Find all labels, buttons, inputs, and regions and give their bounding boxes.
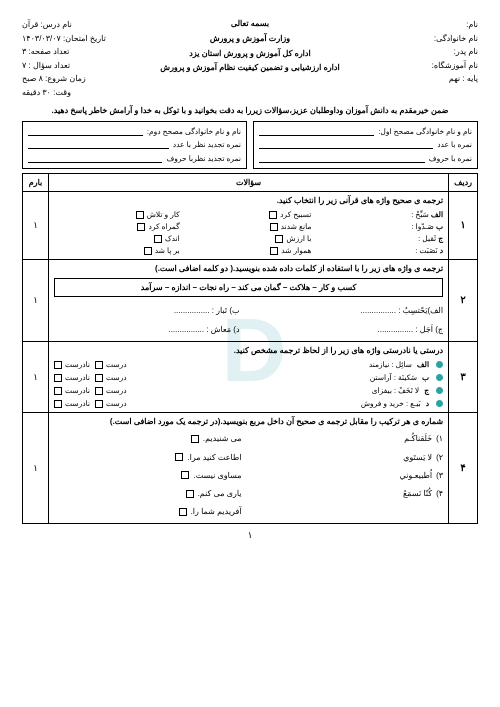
g1-word: نمره با حروف: [429, 152, 472, 166]
q1-b-word: ب صَـدّوا :: [412, 222, 444, 231]
checkbox[interactable]: [270, 223, 278, 231]
g2-name-blank: [28, 127, 143, 136]
checkbox[interactable]: [54, 387, 62, 395]
intro-text: ضمن خیرمقدم به دانش آموزان وداوطلبان عزی…: [22, 106, 478, 115]
checkbox[interactable]: [154, 235, 162, 243]
g2-num: نمره تجدید نظر با عدد: [173, 138, 241, 152]
q4-cell: شماره ی هر ترکیب را مقابل ترجمه ی صحیح آ…: [49, 413, 449, 524]
answer-box[interactable]: [181, 471, 189, 479]
bismillah: بسمه تعالی: [152, 18, 348, 31]
q3-score: ۱: [23, 342, 49, 413]
checkbox[interactable]: [275, 235, 283, 243]
q3-num: ۳: [449, 342, 478, 413]
q1-d-word: د نَصَبَت :: [415, 246, 443, 255]
g1-num: نمره با عدد: [437, 138, 472, 152]
school-label: نام آموزشگاه:: [348, 59, 478, 73]
checkbox[interactable]: [137, 223, 145, 231]
q1-cell: ترجمه ی صحیح واژه های قرآنی زیر را انتخا…: [49, 192, 449, 260]
lastname-label: نام خانوادگی:: [348, 32, 478, 46]
q2-items: الف)يَحْتسِبُ : ب) تَبار : ج) اَجَل : د)…: [54, 303, 443, 337]
q2-wordbox: کسب و کار – هلاکت – گمان می کند – راه نج…: [54, 278, 443, 297]
q2-score: ۱: [23, 260, 49, 342]
answer-box[interactable]: [191, 435, 199, 443]
g1-name-blank: [259, 127, 374, 136]
checkbox[interactable]: [269, 211, 277, 219]
g1-num-blank: [259, 140, 433, 149]
q4-grid: ۱)خَلَقناکُـم می شنیدیم. ۲)لا يَستَوي اط…: [54, 431, 443, 519]
grader1-box: نام و نام خانوادگی مصحح اول: نمره با عدد…: [253, 121, 478, 170]
g1-title: نام و نام خانوادگی مصحح اول:: [378, 125, 472, 139]
page-number: ۱: [22, 530, 478, 541]
checkbox[interactable]: [136, 211, 144, 219]
office: اداره کل آموزش و پرورش استان یزد: [152, 48, 348, 61]
checkbox[interactable]: [54, 400, 62, 408]
subject-label: نام درس: قرآن: [22, 18, 152, 32]
dept: اداره ارزشیابی و تضمین کیفیت نظام آموزش …: [152, 62, 348, 75]
date-label: تاریخ امتحان: ۱۴۰۳/۰۳/۰۷: [22, 32, 152, 46]
q4-num: ۴: [449, 413, 478, 524]
q1-title: ترجمه ی صحیح واژه های قرآنی زیر را انتخا…: [54, 196, 443, 205]
q2-cell: ترجمه ی واژه های زیر را با استفاده از کل…: [49, 260, 449, 342]
qcount-label: تعداد سؤال : ۷: [22, 59, 152, 73]
checkbox[interactable]: [270, 247, 278, 255]
start-label: زمان شروع: ۸ صبح: [22, 72, 152, 86]
header-center: بسمه تعالی وزارت آموزش و پرورش اداره کل …: [152, 18, 348, 100]
ministry: وزارت آموزش و پرورش: [152, 33, 348, 46]
q3-cell: درستی یا نادرستی واژه های زیر را از لحاظ…: [49, 342, 449, 413]
questions-table: ردیف سؤالات بارم ۱ ترجمه ی صحیح واژه های…: [22, 173, 478, 524]
q2-c: ج) اَجَل :: [258, 322, 444, 337]
header-left: نام درس: قرآن تاریخ امتحان: ۱۴۰۳/۰۳/۰۷ ت…: [22, 18, 152, 100]
bullet-icon: [436, 374, 443, 381]
bullet-icon: [436, 361, 443, 368]
q3-title: درستی یا نادرستی واژه های زیر را از لحاظ…: [54, 346, 443, 355]
bullet-icon: [436, 400, 443, 407]
checkbox[interactable]: [54, 361, 62, 369]
th-question: سؤالات: [49, 174, 449, 192]
q2-d: د) مَعاش :: [54, 322, 240, 337]
grade-label: پایه : نهم: [348, 72, 478, 86]
answer-box[interactable]: [186, 490, 194, 498]
g1-word-blank: [259, 154, 425, 163]
q1-options: الف سَبِّحْ : تسبیح کرد کار و تلاش ب صَـ…: [54, 210, 443, 255]
checkbox[interactable]: [95, 361, 103, 369]
header: نام: نام خانوادگی: نام پدر: نام آموزشگاه…: [22, 18, 478, 100]
q2-b: ب) تَبار :: [54, 303, 240, 318]
q2-num: ۲: [449, 260, 478, 342]
th-row: ردیف: [449, 174, 478, 192]
grader2-box: نام و نام خانوادگی مصحح دوم: نمره تجدید …: [22, 121, 247, 170]
g2-word: نمره تجدید نظربا حروف: [166, 152, 241, 166]
q2-title: ترجمه ی واژه های زیر را با استفاده از کل…: [54, 264, 443, 273]
checkbox[interactable]: [95, 374, 103, 382]
q1-score: ۱: [23, 192, 49, 260]
pages-label: تعداد صفحه: ۳: [22, 45, 152, 59]
g2-title: نام و نام خانوادگی مصحح دوم:: [147, 125, 241, 139]
q4-score: ۱: [23, 413, 49, 524]
answer-box[interactable]: [179, 508, 187, 516]
name-label: نام:: [348, 18, 478, 32]
q1-num: ۱: [449, 192, 478, 260]
father-label: نام پدر:: [348, 45, 478, 59]
grader-boxes: نام و نام خانوادگی مصحح اول: نمره با عدد…: [22, 121, 478, 170]
bullet-icon: [436, 387, 443, 394]
checkbox[interactable]: [144, 247, 152, 255]
th-score: بارم: [23, 174, 49, 192]
time-label: وقت: ۳۰ دقیقه: [22, 86, 152, 100]
checkbox[interactable]: [95, 400, 103, 408]
q1-c-word: ج ثَقيل :: [418, 234, 443, 243]
q1-a-word: الف سَبِّحْ :: [411, 210, 443, 219]
checkbox[interactable]: [95, 387, 103, 395]
q2-a: الف)يَحْتسِبُ :: [258, 303, 444, 318]
answer-box[interactable]: [175, 453, 183, 461]
checkbox[interactable]: [54, 374, 62, 382]
header-right: نام: نام خانوادگی: نام پدر: نام آموزشگاه…: [348, 18, 478, 100]
g2-word-blank: [28, 154, 162, 163]
g2-num-blank: [28, 140, 169, 149]
q4-title: شماره ی هر ترکیب را مقابل ترجمه ی صحیح آ…: [54, 417, 443, 426]
